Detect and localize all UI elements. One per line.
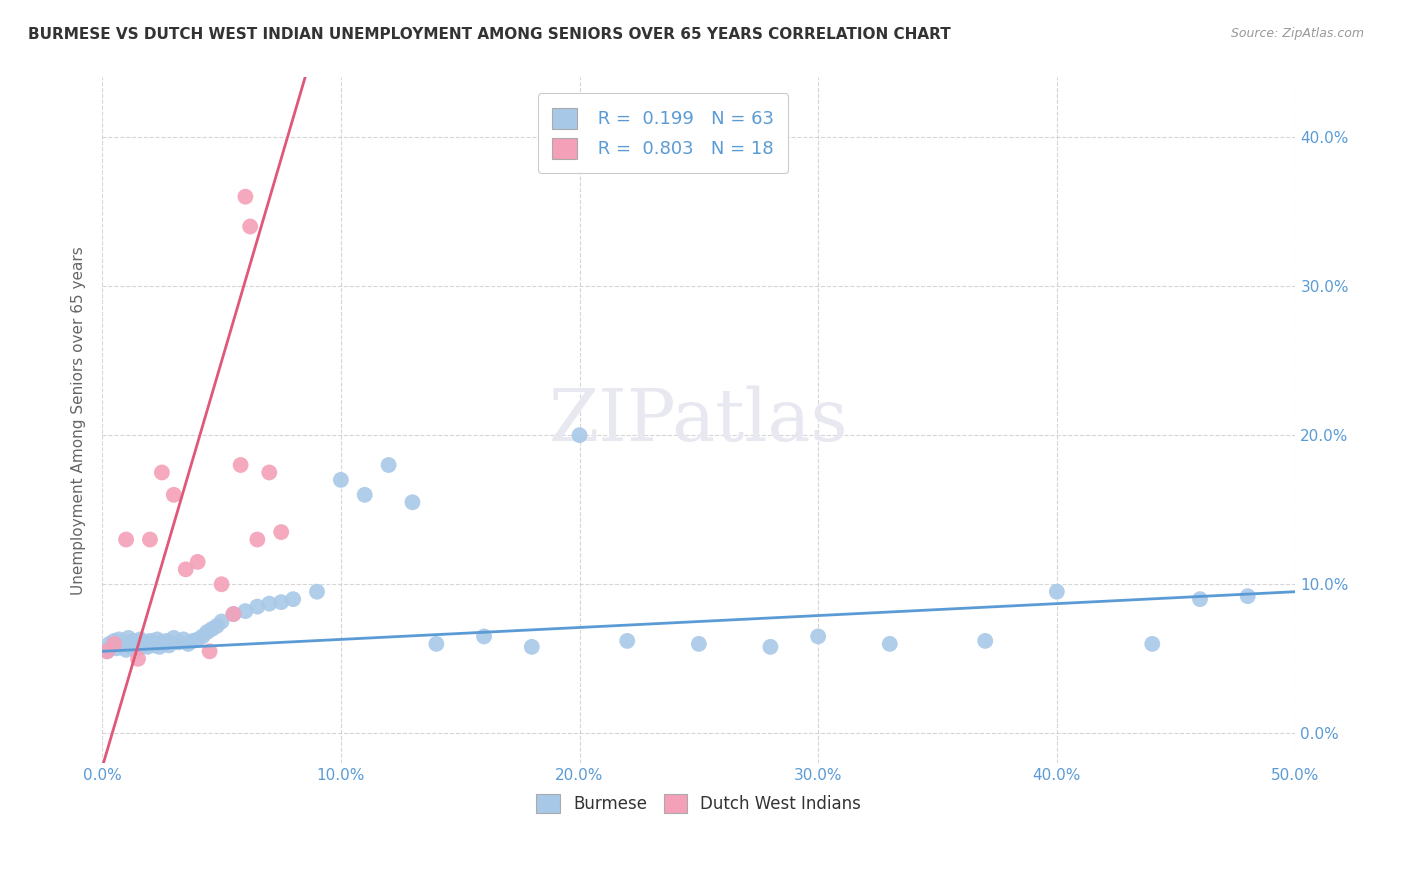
Point: [616, 633, 638, 648]
Point: [181, 633, 204, 648]
Point: [132, 639, 155, 653]
Point: [98, 637, 121, 651]
Point: [136, 640, 159, 654]
Point: [1236, 589, 1258, 603]
Point: [270, 595, 292, 609]
Point: [401, 495, 423, 509]
Point: [191, 629, 214, 643]
Point: [127, 652, 149, 666]
Point: [259, 466, 281, 480]
Point: [305, 584, 328, 599]
Point: [174, 562, 197, 576]
Point: [108, 632, 131, 647]
Point: [127, 641, 149, 656]
Point: [112, 635, 135, 649]
Point: [807, 629, 830, 643]
Point: [425, 637, 447, 651]
Point: [124, 637, 146, 651]
Point: [222, 607, 245, 621]
Point: [879, 637, 901, 651]
Point: [281, 592, 304, 607]
Point: [157, 639, 180, 653]
Legend: Burmese, Dutch West Indians: Burmese, Dutch West Indians: [526, 784, 872, 823]
Point: [139, 533, 162, 547]
Point: [120, 640, 142, 654]
Point: [167, 635, 190, 649]
Point: [229, 458, 252, 472]
Point: [105, 641, 128, 656]
Point: [153, 637, 176, 651]
Text: ZIPatlas: ZIPatlas: [548, 385, 849, 456]
Point: [246, 533, 269, 547]
Point: [377, 458, 399, 472]
Point: [129, 632, 152, 647]
Point: [110, 639, 132, 653]
Point: [235, 604, 257, 618]
Point: [139, 633, 162, 648]
Point: [201, 622, 224, 636]
Point: [520, 640, 543, 654]
Point: [150, 466, 173, 480]
Point: [141, 637, 163, 651]
Point: [122, 633, 145, 648]
Point: [103, 637, 125, 651]
Point: [195, 624, 218, 639]
Point: [117, 631, 139, 645]
Point: [353, 488, 375, 502]
Point: [222, 607, 245, 621]
Point: [974, 633, 997, 648]
Point: [568, 428, 591, 442]
Point: [96, 644, 118, 658]
Point: [134, 635, 156, 649]
Point: [270, 525, 292, 540]
Point: [211, 577, 233, 591]
Point: [96, 644, 118, 658]
Point: [103, 633, 125, 648]
Point: [329, 473, 352, 487]
Point: [211, 615, 233, 629]
Text: Source: ZipAtlas.com: Source: ZipAtlas.com: [1230, 27, 1364, 40]
Point: [246, 599, 269, 614]
Point: [187, 632, 209, 647]
Point: [1188, 592, 1211, 607]
Point: [115, 533, 138, 547]
Point: [100, 640, 122, 654]
Point: [115, 643, 138, 657]
Point: [205, 619, 228, 633]
Point: [150, 635, 173, 649]
Point: [198, 644, 221, 658]
Point: [148, 640, 170, 654]
Y-axis label: Unemployment Among Seniors over 65 years: Unemployment Among Seniors over 65 years: [72, 246, 86, 595]
Point: [472, 629, 495, 643]
Point: [759, 640, 782, 654]
Point: [187, 555, 209, 569]
Point: [172, 632, 194, 647]
Point: [688, 637, 710, 651]
Point: [146, 632, 169, 647]
Point: [156, 633, 179, 648]
Point: [239, 219, 262, 234]
Point: [235, 190, 257, 204]
Point: [143, 639, 166, 653]
Point: [1142, 637, 1164, 651]
Text: BURMESE VS DUTCH WEST INDIAN UNEMPLOYMENT AMONG SENIORS OVER 65 YEARS CORRELATIO: BURMESE VS DUTCH WEST INDIAN UNEMPLOYMEN…: [28, 27, 950, 42]
Point: [163, 631, 186, 645]
Point: [259, 597, 281, 611]
Point: [163, 488, 186, 502]
Point: [1046, 584, 1069, 599]
Point: [177, 637, 200, 651]
